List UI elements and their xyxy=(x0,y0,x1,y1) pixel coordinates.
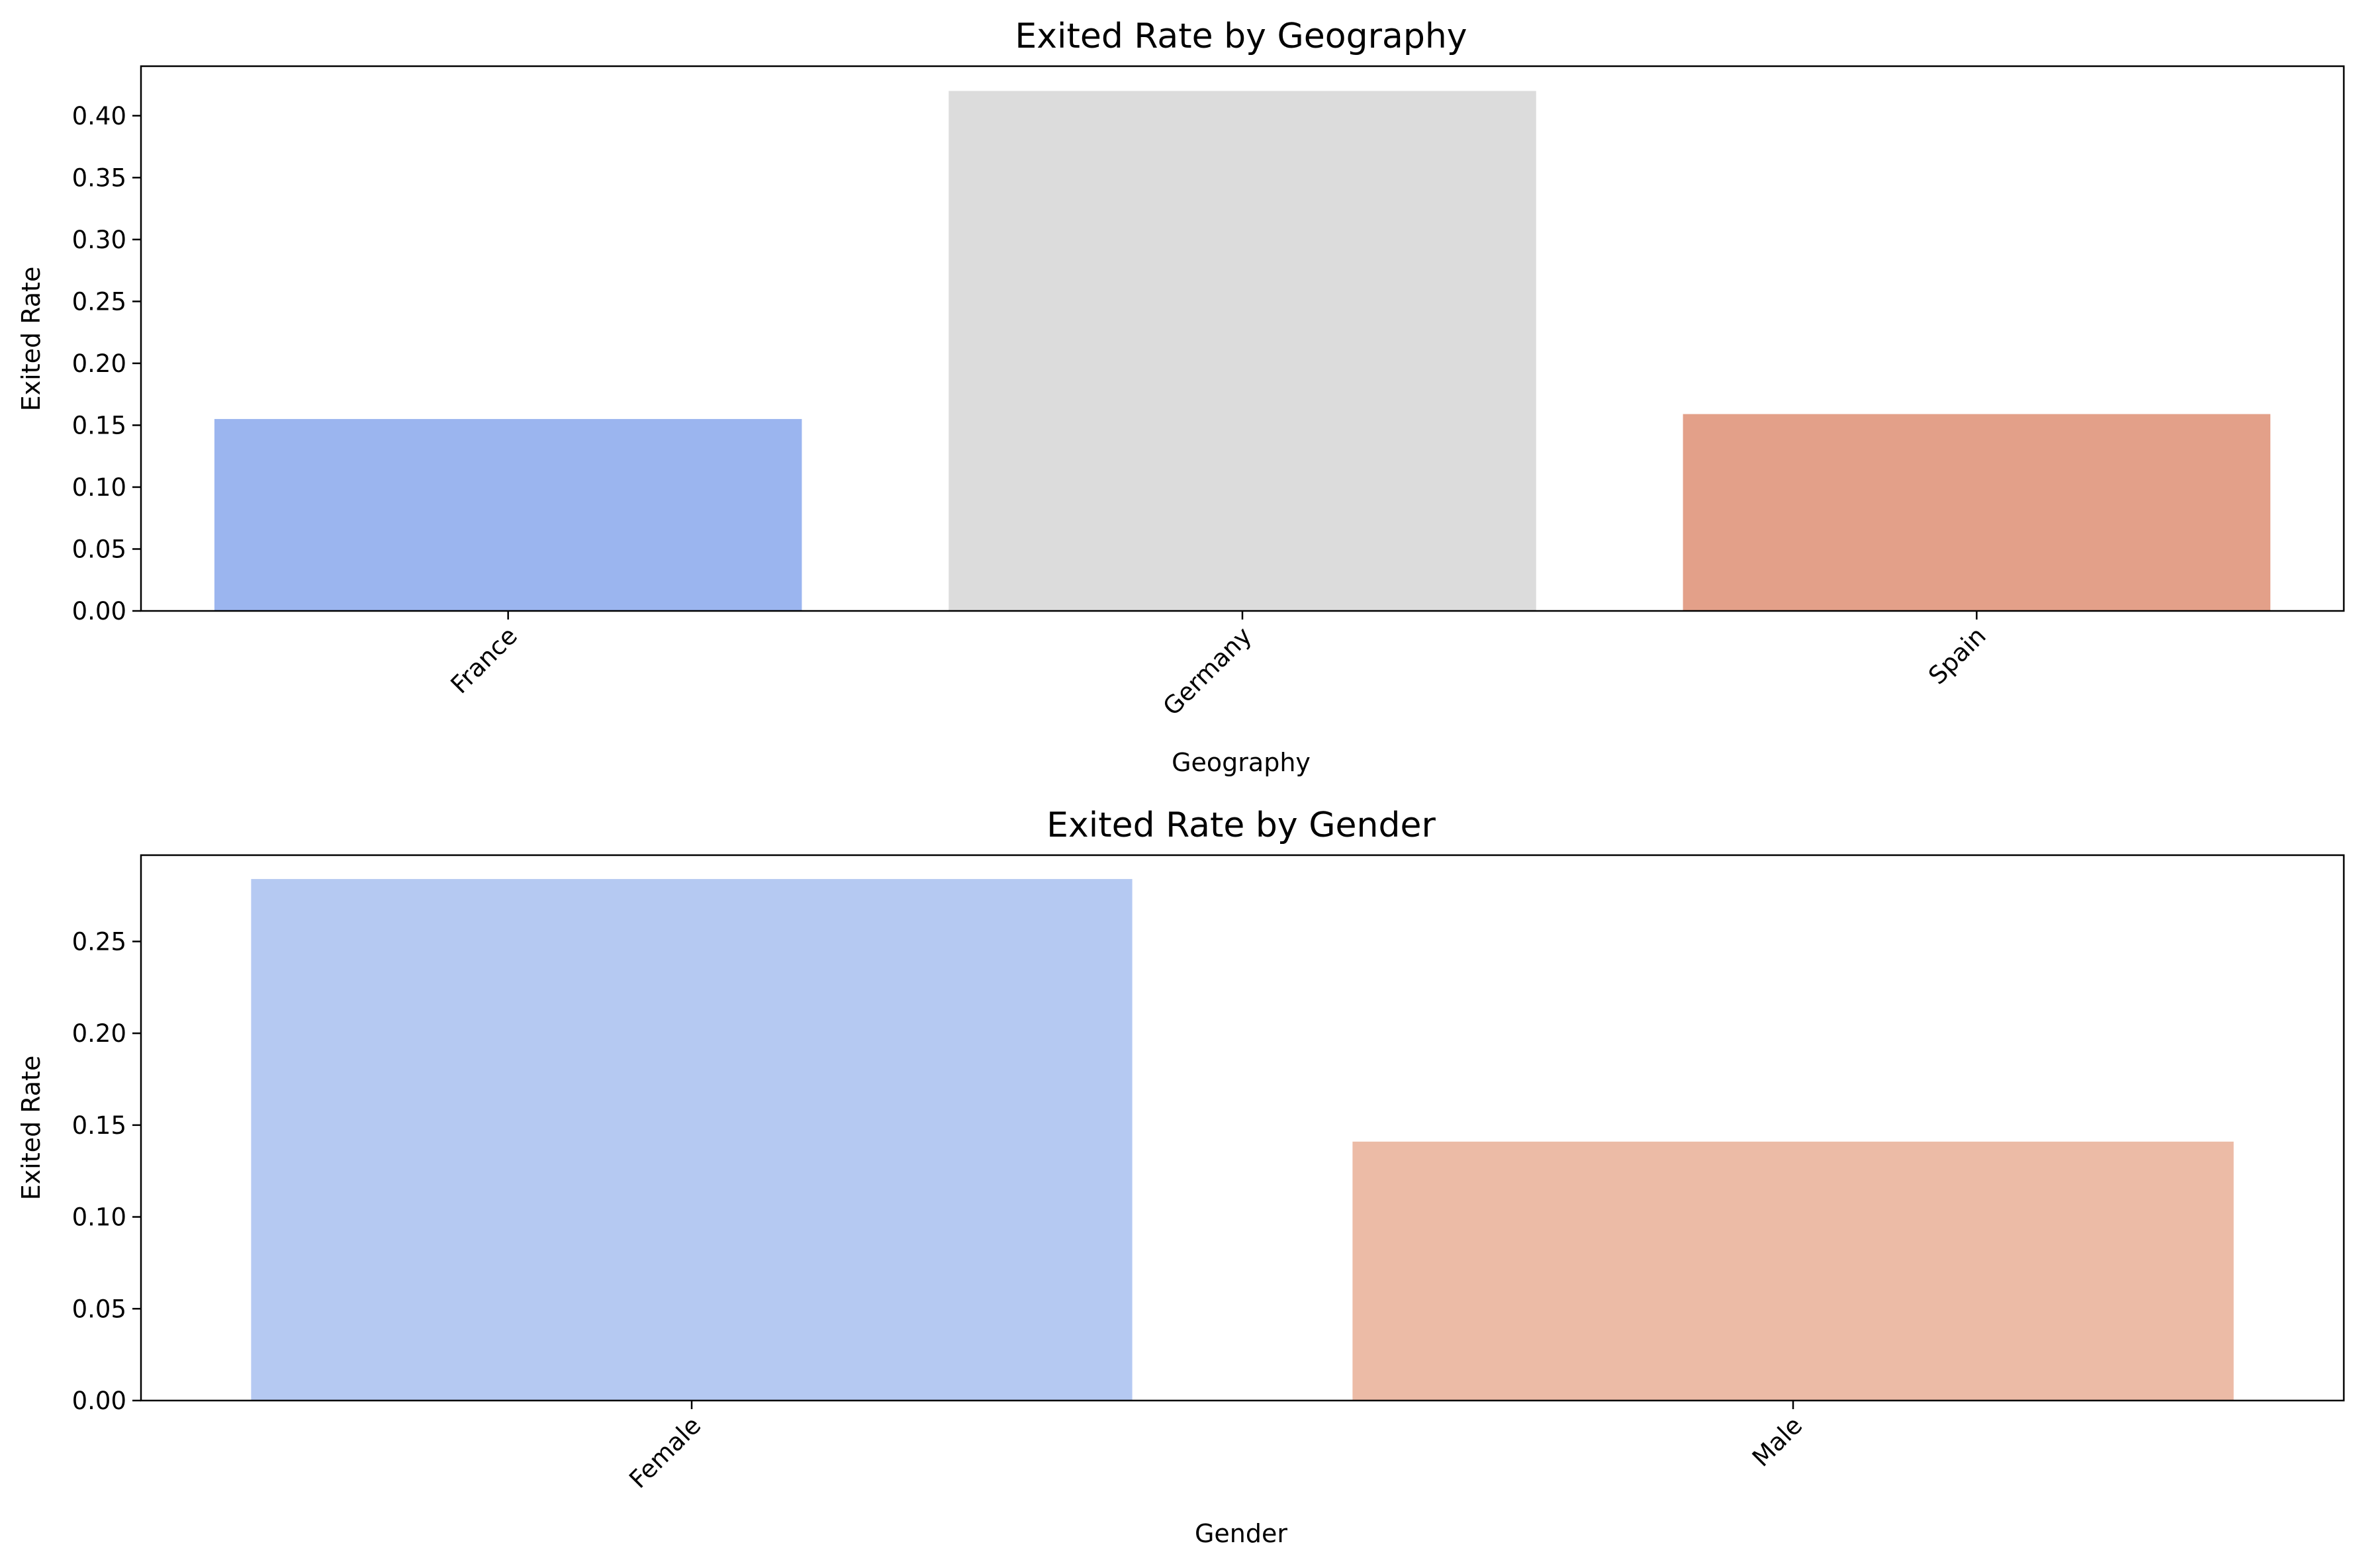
y-tick-label: 0.15 xyxy=(72,1111,126,1140)
chart-title: Exited Rate by Gender xyxy=(1046,806,1436,845)
bar-female xyxy=(251,879,1133,1401)
bars-group xyxy=(251,879,2234,1401)
y-tick-label: 0.05 xyxy=(72,535,126,563)
y-axis-label: Exited Rate xyxy=(17,267,46,412)
y-tick-label: 0.20 xyxy=(72,349,126,378)
bar-france xyxy=(214,419,802,611)
y-tick-label: 0.10 xyxy=(72,473,126,502)
y-tick-label: 0.25 xyxy=(72,287,126,316)
y-tick-label: 0.00 xyxy=(72,1387,126,1415)
geography-chart-panel: Exited Rate by Geography 0.00 0.05 0.10 0.1… xyxy=(17,17,2345,777)
chart-title: Exited Rate by Geography xyxy=(1015,17,1467,56)
gender-chart-panel: Exited Rate by Gender 0.000.050.100.150.… xyxy=(17,806,2345,1548)
bars-group xyxy=(214,91,2271,612)
bar-germany xyxy=(949,91,1536,612)
y-tick-label: 0.25 xyxy=(72,927,126,956)
y-axis-ticks: 0.00 0.05 0.10 0.15 0.20 0.25 xyxy=(72,927,141,1415)
y-tick-label: 0.15 xyxy=(72,411,126,439)
y-tick-label: 0.05 xyxy=(72,1295,126,1323)
plot-frame xyxy=(140,854,2345,1402)
y-tick-label: 0.30 xyxy=(72,226,126,254)
y-tick-label: 0.35 xyxy=(72,163,126,192)
y-tick-label: 0.00 xyxy=(72,597,126,625)
plot-frame xyxy=(140,65,2345,612)
bar-male xyxy=(1352,1141,2234,1401)
x-axis-label: Geography xyxy=(1172,748,1311,777)
y-tick-label: 0.10 xyxy=(72,1203,126,1232)
bar-spain xyxy=(1683,414,2271,611)
y-axis-ticks: 0.00 0.05 0.10 0.15 0.20 0.25 0.30 0.35 0.40 xyxy=(72,102,141,625)
y-tick-label: 0.20 xyxy=(72,1019,126,1048)
y-axis-label: Exited Rate xyxy=(17,1056,46,1201)
y-tick-label: 0.40 xyxy=(72,102,126,130)
x-axis-label: Gender xyxy=(1195,1519,1287,1548)
